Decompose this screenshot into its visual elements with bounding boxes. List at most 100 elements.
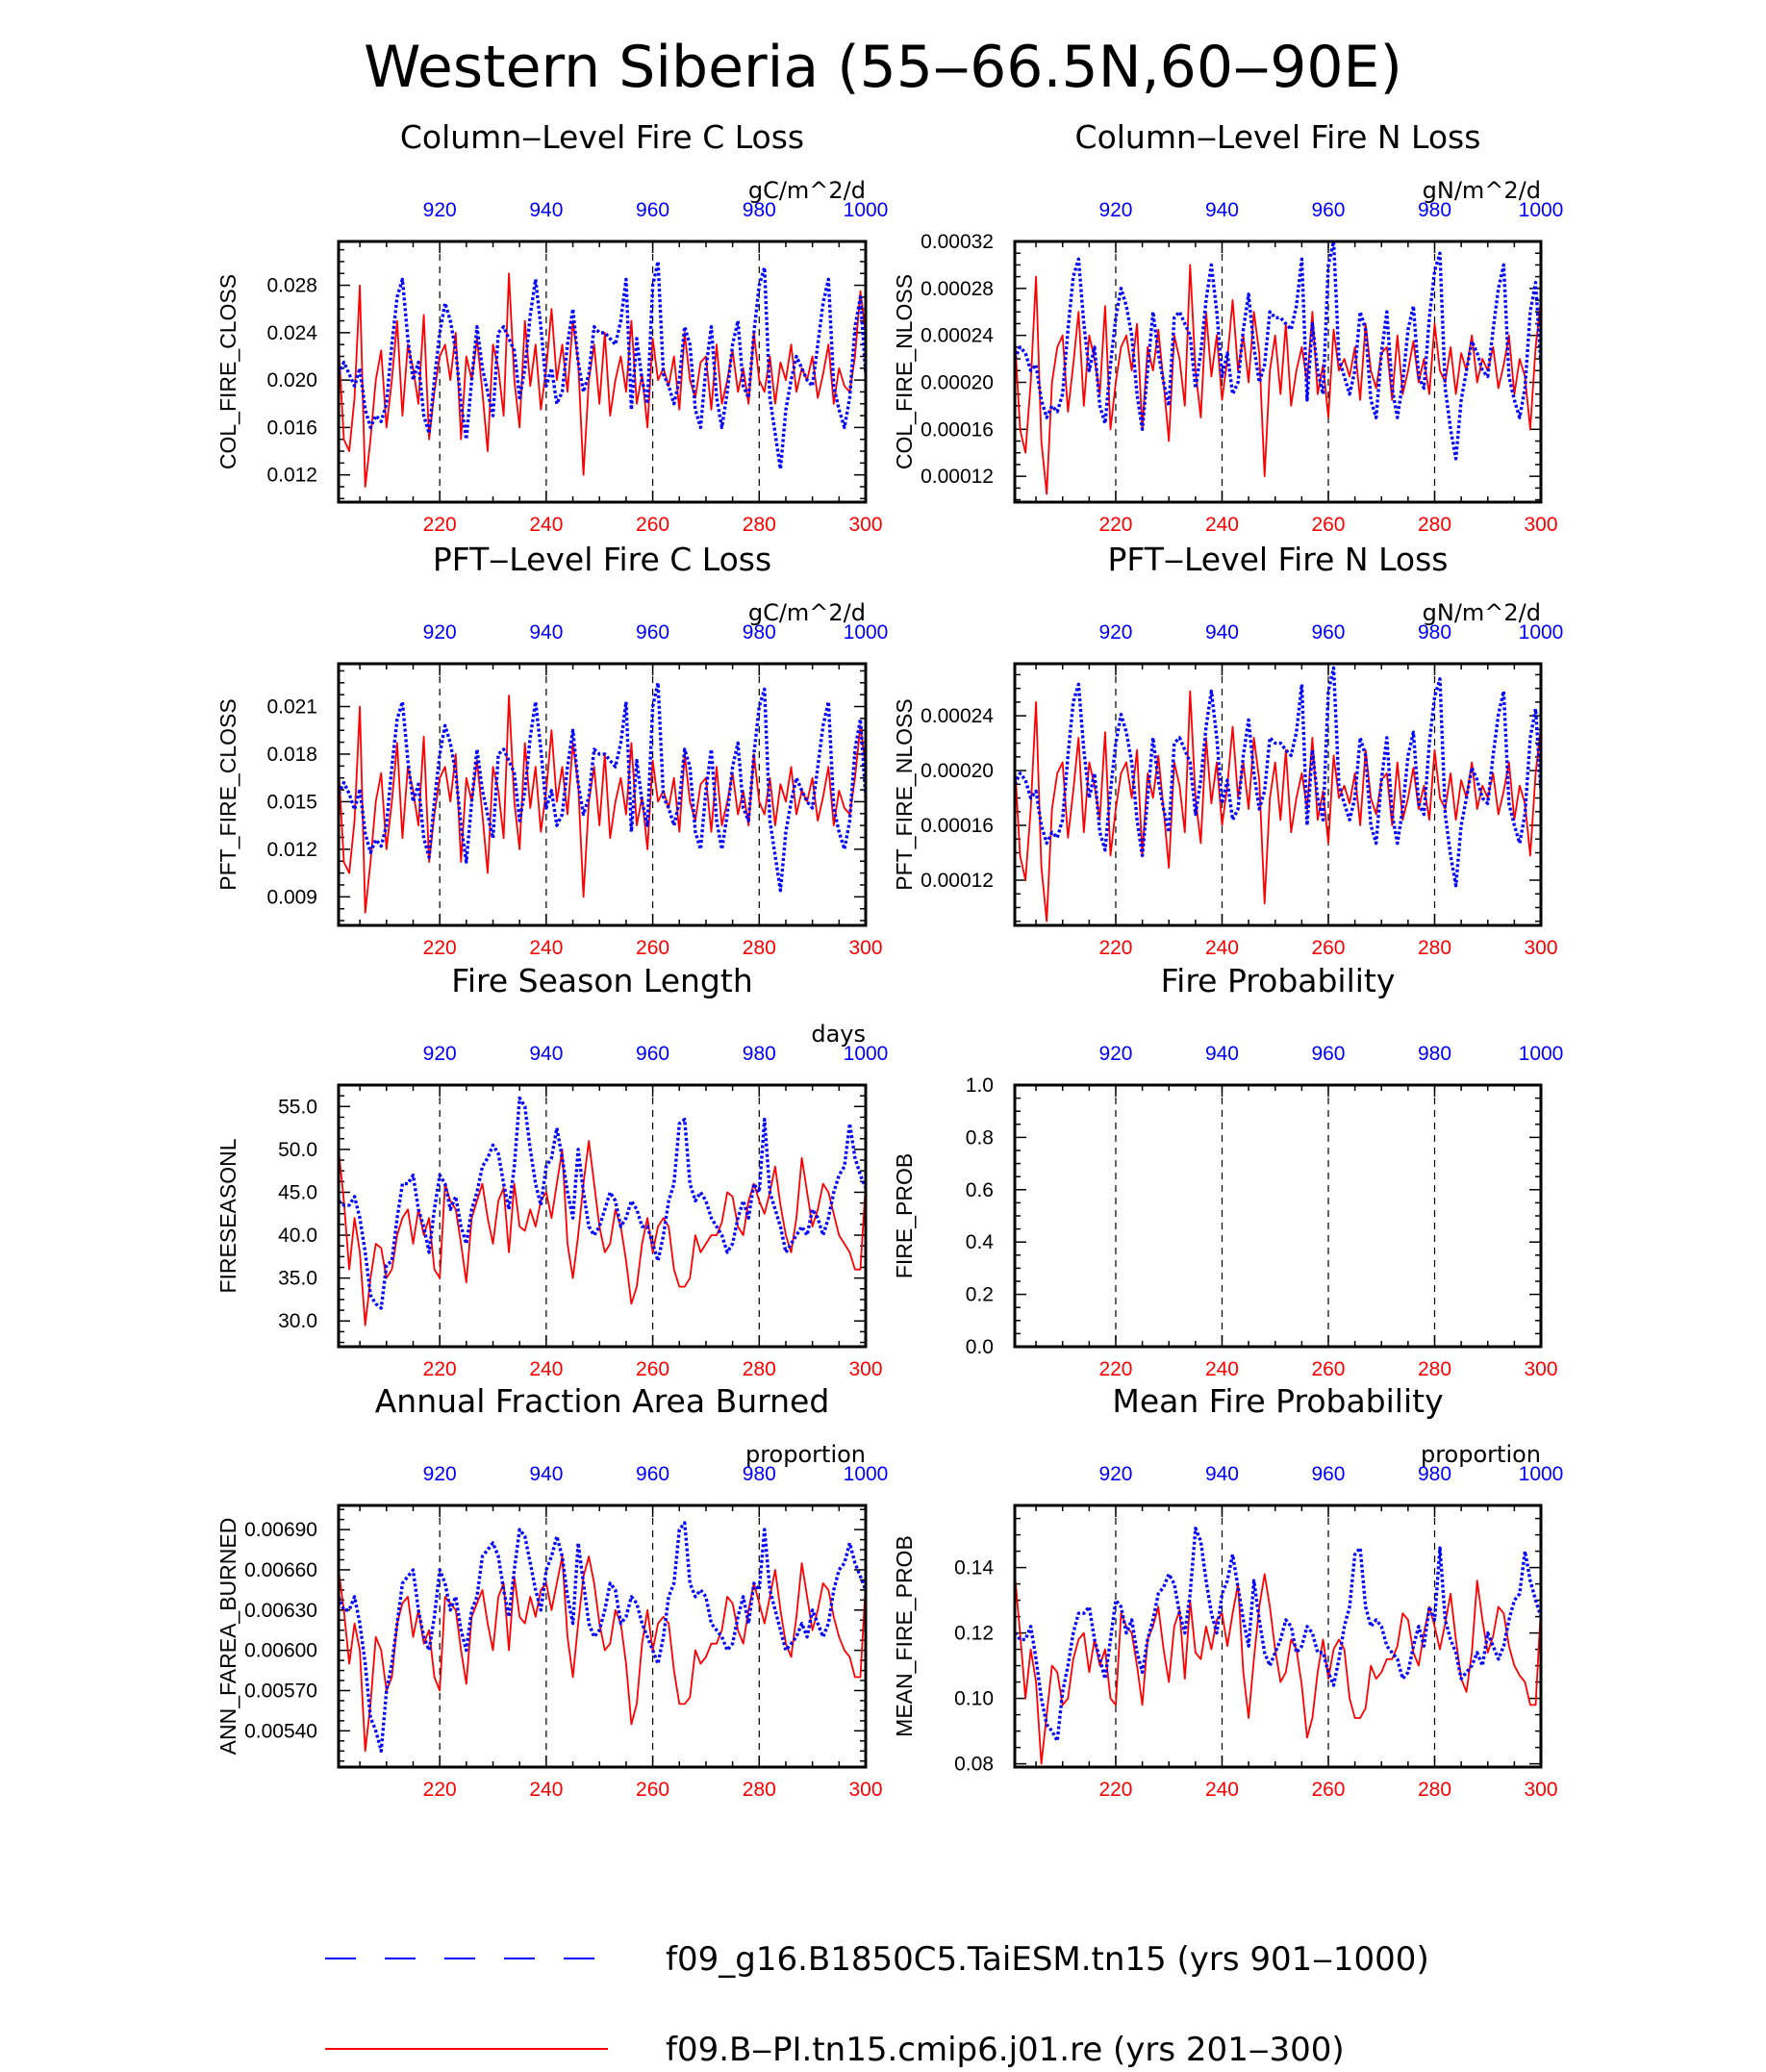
x-tick-label-bottom: 280 <box>1418 1779 1451 1801</box>
y-axis-label: COL_FIRE_CLOSS <box>215 274 240 469</box>
y-tick-label: 0.00024 <box>921 325 994 347</box>
x-tick-label-bottom: 260 <box>1311 514 1345 536</box>
y-tick-label: 0.012 <box>266 839 317 861</box>
x-tick-label-top: 980 <box>743 199 776 221</box>
x-tick-label-top: 940 <box>1205 199 1239 221</box>
x-tick-label-bottom: 280 <box>743 514 776 536</box>
y-tick-label: 0.015 <box>266 791 317 813</box>
x-tick-label-top: 920 <box>1098 1043 1132 1065</box>
units-label: gC/m^2/d <box>748 599 866 626</box>
x-tick-label-top: 980 <box>743 1043 776 1065</box>
y-tick-label: 0.020 <box>266 369 317 392</box>
x-tick-label-bottom: 280 <box>743 1358 776 1380</box>
x-tick-label-top: 980 <box>1418 1463 1451 1485</box>
x-tick-label-bottom: 220 <box>1098 937 1132 959</box>
panel-frame <box>1013 1503 1543 1769</box>
series-line-cmip6 <box>1015 1573 1541 1765</box>
y-axis-label: MEAN_FIRE_PROB <box>892 1535 917 1737</box>
x-tick-label-top: 960 <box>1311 1043 1345 1065</box>
x-tick-label-top: 920 <box>423 621 457 644</box>
x-tick-label-bottom: 220 <box>1098 1358 1132 1380</box>
y-tick-label: 0.00012 <box>921 466 994 488</box>
x-tick-label-bottom: 220 <box>423 514 457 536</box>
x-tick-label-bottom: 260 <box>636 937 669 959</box>
x-tick-label-top: 940 <box>1205 1463 1239 1485</box>
y-tick-label: 0.00032 <box>921 231 994 253</box>
x-tick-label-top: 960 <box>636 1043 669 1065</box>
x-tick-label-top: 960 <box>1311 199 1345 221</box>
x-tick-label-bottom: 280 <box>743 1779 776 1801</box>
x-tick-label-top: 960 <box>636 199 669 221</box>
y-axis-label: PFT_FIRE_NLOSS <box>892 698 917 890</box>
units-label: days <box>811 1021 866 1048</box>
x-tick-label-bottom: 300 <box>1524 514 1557 536</box>
y-tick-label: 0.6 <box>966 1179 994 1201</box>
y-tick-label: 50.0 <box>278 1139 317 1161</box>
panel-5: Fire Season Length days 220 240 260 280 300 920… <box>215 962 888 1380</box>
x-tick-label-bottom: 240 <box>1205 1779 1239 1801</box>
series-line-taiesm <box>339 1521 866 1754</box>
x-tick-label-bottom: 240 <box>529 1358 563 1380</box>
units-label: proportion <box>745 1441 866 1468</box>
y-axis-label: FIRE_PROB <box>892 1153 917 1278</box>
series-line-taiesm <box>339 1096 866 1310</box>
series-line-cmip6 <box>339 1555 866 1753</box>
x-tick-label-bottom: 240 <box>529 1779 563 1801</box>
x-tick-label-top: 940 <box>1205 621 1239 644</box>
y-tick-label: 0.00012 <box>921 870 994 892</box>
panel-title: PFT‒Level Fire C Loss <box>433 541 771 578</box>
units-label: gN/m^2/d <box>1423 177 1541 204</box>
panel-title: Column‒Level Fire N Loss <box>1075 118 1481 156</box>
panel-6: Fire Probability 220 240 260 280 300 920 940 960… <box>892 962 1563 1380</box>
y-tick-label: 55.0 <box>278 1096 317 1118</box>
x-tick-label-bottom: 280 <box>1418 937 1451 959</box>
x-tick-label-bottom: 240 <box>1205 514 1239 536</box>
x-tick-label-bottom: 300 <box>1524 1358 1557 1380</box>
panel-frame <box>337 662 868 927</box>
x-tick-label-top: 940 <box>1205 1043 1239 1065</box>
y-tick-label: 0.4 <box>966 1231 995 1253</box>
y-tick-label: 0.2 <box>966 1284 994 1306</box>
x-tick-label-top: 940 <box>529 1043 563 1065</box>
x-tick-label-bottom: 300 <box>848 1358 882 1380</box>
y-tick-label: 45.0 <box>278 1181 317 1203</box>
y-tick-label: 0.021 <box>266 696 317 719</box>
x-tick-label-top: 960 <box>636 621 669 644</box>
x-tick-label-top: 960 <box>1311 621 1345 644</box>
series-line-taiesm <box>1015 1527 1541 1743</box>
y-tick-label: 0.00570 <box>244 1680 317 1702</box>
x-tick-label-top: 960 <box>636 1463 669 1485</box>
panel-frame <box>337 1083 868 1349</box>
legend-entry-2: f09.B‒PI.tn15.cmip6.j01.re (yrs 201‒300) <box>325 2031 1345 2069</box>
panel-8: Mean Fire Probability proportion 220 240 260… <box>892 1382 1563 1801</box>
y-tick-label: 40.0 <box>278 1225 317 1247</box>
x-tick-label-bottom: 220 <box>423 1779 457 1801</box>
y-tick-label: 0.08 <box>954 1754 994 1776</box>
x-tick-label-top: 1000 <box>1519 1463 1564 1485</box>
x-tick-label-bottom: 240 <box>1205 937 1239 959</box>
x-tick-label-top: 1000 <box>1519 199 1564 221</box>
x-tick-label-top: 1000 <box>844 621 889 644</box>
y-tick-label: 0.00024 <box>921 705 994 727</box>
y-tick-label: 0.024 <box>266 322 317 344</box>
y-tick-label: 0.009 <box>266 886 317 908</box>
y-tick-label: 0.012 <box>266 465 317 487</box>
x-tick-label-top: 920 <box>423 1043 457 1065</box>
panel-title: Fire Probability <box>1161 962 1396 999</box>
x-tick-label-bottom: 300 <box>1524 1779 1557 1801</box>
units-label: gN/m^2/d <box>1423 599 1541 626</box>
x-tick-label-bottom: 220 <box>423 1358 457 1380</box>
x-tick-label-bottom: 260 <box>1311 1358 1345 1380</box>
x-tick-label-bottom: 260 <box>636 1779 669 1801</box>
x-tick-label-bottom: 300 <box>848 1779 882 1801</box>
panel-2: Column‒Level Fire N Loss gN/m^2/d 220 240 26… <box>892 118 1563 536</box>
x-tick-label-top: 980 <box>1418 199 1451 221</box>
y-tick-label: 1.0 <box>966 1074 994 1097</box>
y-tick-label: 35.0 <box>278 1268 317 1290</box>
y-tick-label: 0.14 <box>954 1557 994 1579</box>
series-line-cmip6 <box>339 695 866 914</box>
y-tick-label: 0.00630 <box>244 1600 317 1622</box>
panel-title: Mean Fire Probability <box>1112 1382 1443 1420</box>
legend: f09_g16.B1850C5.TaiESM.tn15 (yrs 901‒100… <box>325 1940 1429 2069</box>
x-tick-label-top: 940 <box>529 199 563 221</box>
